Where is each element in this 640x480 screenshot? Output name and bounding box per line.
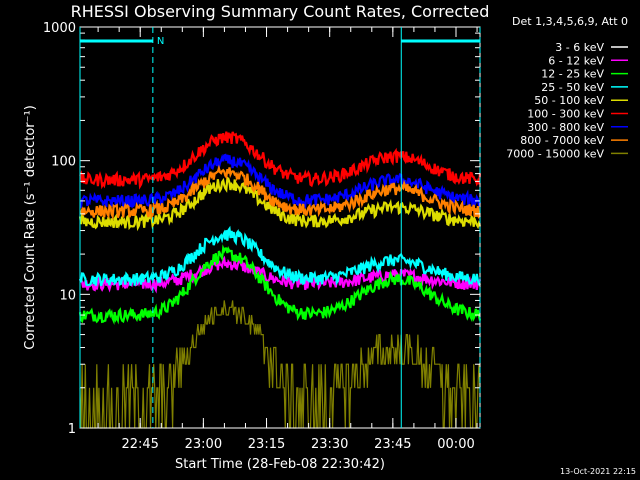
y-tick-label-0: 1 — [68, 422, 76, 437]
night-label: N — [157, 36, 164, 47]
series-line-5 — [79, 131, 482, 190]
chart-title: RHESSI Observing Summary Count Rates, Co… — [71, 2, 490, 21]
timestamp-annotation: 13-Oct-2021 22:15 — [560, 467, 636, 476]
series-line-8 — [79, 300, 481, 429]
legend-label-2: 12 - 25 keV — [541, 68, 604, 81]
legend-title: Det 1,3,4,5,6,9, Att 0 — [512, 15, 628, 28]
series-line-4 — [78, 175, 482, 232]
legend-label-6: 300 - 800 keV — [527, 121, 604, 134]
series-line-3 — [78, 225, 481, 287]
series-line-2 — [78, 244, 482, 325]
legend-label-7: 800 - 7000 keV — [520, 134, 604, 147]
legend-label-8: 7000 - 15000 keV — [506, 147, 604, 160]
x-tick-label-0: 22:45 — [121, 437, 158, 452]
x-tick-label-5: 00:00 — [437, 437, 474, 452]
legend-label-0: 3 - 6 keV — [555, 41, 604, 54]
series-line-7 — [79, 164, 481, 221]
x-axis-label: Start Time (28-Feb-08 22:30:42) — [175, 457, 385, 472]
y-tick-label-1: 10 — [59, 288, 76, 303]
legend-label-4: 50 - 100 keV — [534, 94, 604, 107]
legend-label-5: 100 - 300 keV — [527, 108, 604, 121]
y-tick-label-3: 1000 — [43, 21, 76, 36]
x-tick-label-1: 23:00 — [185, 437, 222, 452]
legend-label-1: 6 - 12 keV — [548, 54, 604, 67]
x-tick-label-4: 23:45 — [374, 437, 411, 452]
x-tick-label-2: 23:15 — [248, 437, 285, 452]
y-axis-label: Corrected Count Rate (s⁻¹ detector⁻¹) — [23, 105, 38, 350]
series-line-1 — [79, 255, 482, 294]
y-tick-label-2: 100 — [51, 155, 76, 170]
legend-label-3: 25 - 50 keV — [541, 81, 604, 94]
x-tick-label-3: 23:30 — [311, 437, 348, 452]
series-line-6 — [79, 153, 482, 211]
